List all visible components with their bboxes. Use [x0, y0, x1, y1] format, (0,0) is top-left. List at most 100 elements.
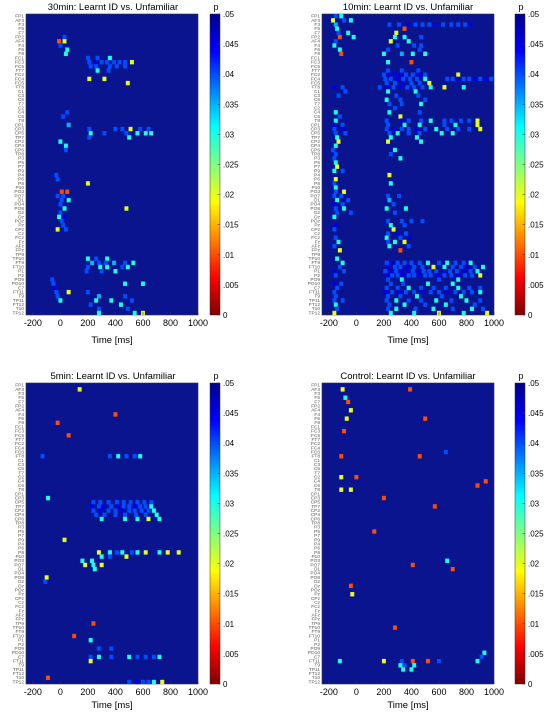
channel-label: P1: [314, 638, 320, 644]
significance-cell: [388, 151, 393, 157]
x-tick-label: 0: [354, 687, 359, 697]
channel-label: Oz: [18, 214, 25, 220]
significance-cell: [388, 310, 393, 316]
significance-cell: [398, 663, 403, 668]
significance-cell: [456, 273, 461, 278]
channel-label: FC6: [311, 449, 320, 455]
significance-cell: [387, 101, 392, 107]
channel-label: P8: [314, 550, 320, 556]
significance-cell: [449, 298, 454, 303]
significance-cell: [96, 654, 101, 660]
channel-label: Fz: [315, 608, 321, 614]
significance-cell: [406, 131, 411, 136]
channel-label: T9: [18, 294, 24, 300]
channel-label: C7: [18, 285, 24, 291]
significance-cell: [350, 592, 355, 597]
channel-label: C7: [314, 654, 320, 660]
x-tick-label: 600: [135, 318, 150, 328]
significance-cell: [392, 34, 397, 40]
channel-label: PO9: [14, 646, 24, 652]
significance-cell: [102, 512, 107, 517]
channel-label: C1: [18, 89, 24, 95]
significance-cell: [445, 558, 450, 563]
significance-cell: [331, 147, 335, 153]
channel-label: C3: [314, 93, 320, 99]
channel-label: T8: [314, 487, 320, 493]
significance-cell: [63, 147, 68, 153]
significance-cell: [332, 202, 337, 207]
significance-cell: [417, 110, 422, 115]
channel-label: P10: [311, 185, 320, 191]
significance-cell: [417, 273, 422, 278]
significance-cell: [408, 235, 413, 240]
channel-label: PO4: [310, 571, 320, 577]
significance-cell: [450, 306, 455, 312]
significance-cell: [143, 654, 148, 660]
significance-cell: [394, 269, 399, 274]
channel-label: CP6: [15, 516, 25, 522]
significance-cell: [403, 206, 408, 211]
significance-cell: [337, 264, 342, 270]
significance-cell: [348, 408, 353, 413]
significance-cell: [381, 495, 386, 501]
colorbar-tick-label: .02: [528, 560, 540, 569]
significance-cell: [384, 285, 389, 291]
significance-cell: [399, 101, 404, 107]
x-tick-label: 600: [431, 687, 446, 697]
significance-cell: [332, 214, 337, 220]
significance-cell: [401, 76, 406, 82]
significance-cell: [420, 85, 425, 90]
significance-cell: [99, 516, 104, 522]
significance-cell: [420, 22, 425, 27]
significance-cell: [127, 508, 132, 513]
significance-cell: [135, 516, 140, 522]
channel-labels: FP1AF3F3F5F7FP2AF4F4F6F8FC1FC3FC5FT7FC2F…: [308, 383, 321, 686]
significance-cell: [90, 558, 95, 563]
significance-cell: [80, 558, 85, 563]
significance-cell: [335, 306, 340, 312]
channel-label: O1: [314, 198, 321, 204]
significance-cell: [410, 51, 415, 57]
channel-label: F7: [314, 399, 320, 405]
channel-label: F4: [314, 412, 320, 418]
significance-cell: [146, 508, 151, 513]
significance-cell: [333, 118, 338, 123]
channel-label: FP2: [15, 403, 24, 409]
channel-label: F3: [314, 391, 320, 397]
significance-cell: [461, 310, 466, 316]
significance-cell: [107, 64, 112, 69]
channel-label: FT11: [309, 290, 320, 296]
significance-cell: [96, 550, 101, 555]
channel-label: CP4: [15, 143, 25, 149]
channel-label: F6: [314, 416, 320, 422]
significance-cells: [331, 14, 494, 316]
channel-label: FC3: [15, 60, 24, 66]
significance-cell: [138, 454, 143, 459]
channel-label: FPz: [311, 617, 320, 623]
significance-cell: [386, 47, 391, 52]
channel-label: FC1: [311, 424, 320, 430]
significance-cell: [450, 281, 455, 286]
significance-cell: [450, 76, 455, 82]
significance-cell: [113, 412, 118, 417]
significance-cell: [143, 512, 148, 517]
significance-cell: [332, 181, 337, 186]
x-tick-label: 400: [404, 687, 419, 697]
channel-label: T9: [18, 663, 24, 669]
channel-label: P7: [314, 533, 320, 539]
channel-label: T9: [314, 663, 320, 669]
significance-cell: [387, 110, 392, 115]
significance-cell: [54, 172, 59, 178]
channel-label: F8: [18, 51, 24, 57]
chart-title: 10min: Learnt ID vs. Unfamiliar: [343, 2, 473, 13]
significance-cell: [61, 193, 66, 199]
x-tick-label: 800: [459, 687, 474, 697]
colorbar-tick-label: .015: [223, 590, 239, 599]
significance-cell: [425, 281, 430, 286]
significance-cell: [394, 298, 399, 303]
x-tick-label: 200: [80, 687, 95, 697]
significance-cell: [479, 654, 484, 660]
channel-label: CP3: [311, 126, 321, 132]
significance-cell: [468, 22, 473, 27]
significance-cell: [84, 269, 89, 274]
